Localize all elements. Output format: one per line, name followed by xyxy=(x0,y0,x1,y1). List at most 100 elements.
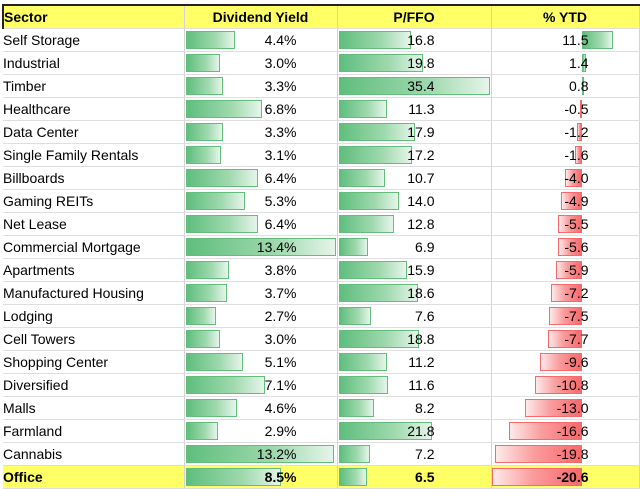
header-dividend-yield[interactable]: Dividend Yield xyxy=(184,4,338,29)
dividend-yield-cell[interactable]: 8.5% xyxy=(184,465,338,489)
ytd-bar xyxy=(581,77,584,95)
sector-cell[interactable]: Lodging xyxy=(3,304,185,328)
pffo-cell[interactable]: 21.8 xyxy=(337,419,492,443)
dividend-yield-bar xyxy=(185,77,223,95)
header-ytd[interactable]: % YTD xyxy=(491,4,640,29)
pffo-cell[interactable]: 16.8 xyxy=(337,28,492,52)
dividend-yield-cell[interactable]: 13.4% xyxy=(184,235,338,259)
ytd-cell[interactable]: 11.5 xyxy=(491,28,640,52)
pffo-cell[interactable]: 17.2 xyxy=(337,143,492,167)
sector-cell[interactable]: Self Storage xyxy=(3,28,185,52)
pffo-cell[interactable]: 6.9 xyxy=(337,235,492,259)
sector-cell[interactable]: Healthcare xyxy=(3,97,185,121)
ytd-cell[interactable]: -5.9 xyxy=(491,258,640,282)
table-row: Malls 4.6% 8.2 -13.0 xyxy=(3,396,640,420)
dividend-yield-cell[interactable]: 3.8% xyxy=(184,258,338,282)
ytd-value: -10.8 xyxy=(556,377,589,393)
ytd-cell[interactable]: -9.6 xyxy=(491,350,640,374)
pffo-cell[interactable]: 8.2 xyxy=(337,396,492,420)
dividend-yield-bar xyxy=(185,376,265,394)
dividend-yield-cell[interactable]: 4.4% xyxy=(184,28,338,52)
pffo-cell[interactable]: 11.2 xyxy=(337,350,492,374)
ytd-value: 11.5 xyxy=(562,32,589,48)
dividend-yield-cell[interactable]: 3.3% xyxy=(184,120,338,144)
sector-cell[interactable]: Cannabis xyxy=(3,442,185,466)
reit-sector-table: Sector Dividend Yield P/FFO % YTD Self S… xyxy=(2,4,640,489)
sector-cell[interactable]: Timber xyxy=(3,74,185,98)
ytd-cell[interactable]: -4.9 xyxy=(491,189,640,213)
pffo-cell[interactable]: 18.8 xyxy=(337,327,492,351)
ytd-cell[interactable]: -13.0 xyxy=(491,396,640,420)
ytd-cell[interactable]: -1.6 xyxy=(491,143,640,167)
pffo-cell[interactable]: 7.2 xyxy=(337,442,492,466)
ytd-cell[interactable]: -5.5 xyxy=(491,212,640,236)
dividend-yield-cell[interactable]: 2.9% xyxy=(184,419,338,443)
ytd-value: -16.6 xyxy=(556,423,589,439)
sector-cell[interactable]: Cell Towers xyxy=(3,327,185,351)
sector-cell[interactable]: Apartments xyxy=(3,258,185,282)
sector-cell[interactable]: Gaming REITs xyxy=(3,189,185,213)
ytd-cell[interactable]: -0.5 xyxy=(491,97,640,121)
ytd-cell[interactable]: -16.6 xyxy=(491,419,640,443)
ytd-cell[interactable]: -7.2 xyxy=(491,281,640,305)
dividend-yield-bar xyxy=(185,284,227,302)
ytd-cell[interactable]: -20.6 xyxy=(491,465,640,489)
dividend-yield-cell[interactable]: 3.7% xyxy=(184,281,338,305)
pffo-cell[interactable]: 10.7 xyxy=(337,166,492,190)
ytd-bar xyxy=(534,376,582,394)
pffo-cell[interactable]: 11.6 xyxy=(337,373,492,397)
sector-cell[interactable]: Office xyxy=(3,465,185,489)
dividend-yield-cell[interactable]: 6.8% xyxy=(184,97,338,121)
dividend-yield-cell[interactable]: 13.2% xyxy=(184,442,338,466)
pffo-cell[interactable]: 6.5 xyxy=(337,465,492,489)
pffo-bar xyxy=(338,238,368,256)
sector-cell[interactable]: Single Family Rentals xyxy=(3,143,185,167)
dividend-yield-cell[interactable]: 6.4% xyxy=(184,212,338,236)
pffo-cell[interactable]: 14.0 xyxy=(337,189,492,213)
ytd-cell[interactable]: 0.8 xyxy=(491,74,640,98)
sector-cell[interactable]: Diversified xyxy=(3,373,185,397)
dividend-yield-value: 3.3% xyxy=(264,124,297,140)
sector-cell[interactable]: Commercial Mortgage xyxy=(3,235,185,259)
ytd-cell[interactable]: 1.4 xyxy=(491,51,640,75)
header-sector[interactable]: Sector xyxy=(2,4,185,29)
pffo-cell[interactable]: 17.9 xyxy=(337,120,492,144)
sector-cell[interactable]: Manufactured Housing xyxy=(3,281,185,305)
pffo-cell[interactable]: 18.6 xyxy=(337,281,492,305)
pffo-cell[interactable]: 12.8 xyxy=(337,212,492,236)
dividend-yield-cell[interactable]: 3.0% xyxy=(184,327,338,351)
ytd-cell[interactable]: -7.5 xyxy=(491,304,640,328)
ytd-cell[interactable]: -10.8 xyxy=(491,373,640,397)
pffo-cell[interactable]: 15.9 xyxy=(337,258,492,282)
sector-cell[interactable]: Shopping Center xyxy=(3,350,185,374)
ytd-value: -7.2 xyxy=(564,285,589,301)
pffo-cell[interactable]: 7.6 xyxy=(337,304,492,328)
header-pffo[interactable]: P/FFO xyxy=(337,4,492,29)
dividend-yield-cell[interactable]: 3.1% xyxy=(184,143,338,167)
dividend-yield-cell[interactable]: 2.7% xyxy=(184,304,338,328)
ytd-cell[interactable]: -5.6 xyxy=(491,235,640,259)
dividend-yield-cell[interactable]: 5.1% xyxy=(184,350,338,374)
sector-cell[interactable]: Net Lease xyxy=(3,212,185,236)
dividend-yield-cell[interactable]: 7.1% xyxy=(184,373,338,397)
dividend-yield-value: 13.4% xyxy=(256,239,297,255)
dividend-yield-cell[interactable]: 5.3% xyxy=(184,189,338,213)
dividend-yield-cell[interactable]: 4.6% xyxy=(184,396,338,420)
dividend-yield-cell[interactable]: 3.3% xyxy=(184,74,338,98)
pffo-cell[interactable]: 11.3 xyxy=(337,97,492,121)
sector-cell[interactable]: Industrial xyxy=(3,51,185,75)
sector-cell[interactable]: Malls xyxy=(3,396,185,420)
pffo-cell[interactable]: 19.8 xyxy=(337,51,492,75)
ytd-cell[interactable]: -7.7 xyxy=(491,327,640,351)
ytd-cell[interactable]: -1.2 xyxy=(491,120,640,144)
sector-cell[interactable]: Data Center xyxy=(3,120,185,144)
dividend-yield-cell[interactable]: 6.4% xyxy=(184,166,338,190)
sector-cell[interactable]: Farmland xyxy=(3,419,185,443)
sector-cell[interactable]: Billboards xyxy=(3,166,185,190)
ytd-bar xyxy=(548,307,582,325)
dividend-yield-bar xyxy=(185,192,245,210)
ytd-cell[interactable]: -4.0 xyxy=(491,166,640,190)
pffo-cell[interactable]: 35.4 xyxy=(337,74,492,98)
dividend-yield-cell[interactable]: 3.0% xyxy=(184,51,338,75)
ytd-cell[interactable]: -19.8 xyxy=(491,442,640,466)
